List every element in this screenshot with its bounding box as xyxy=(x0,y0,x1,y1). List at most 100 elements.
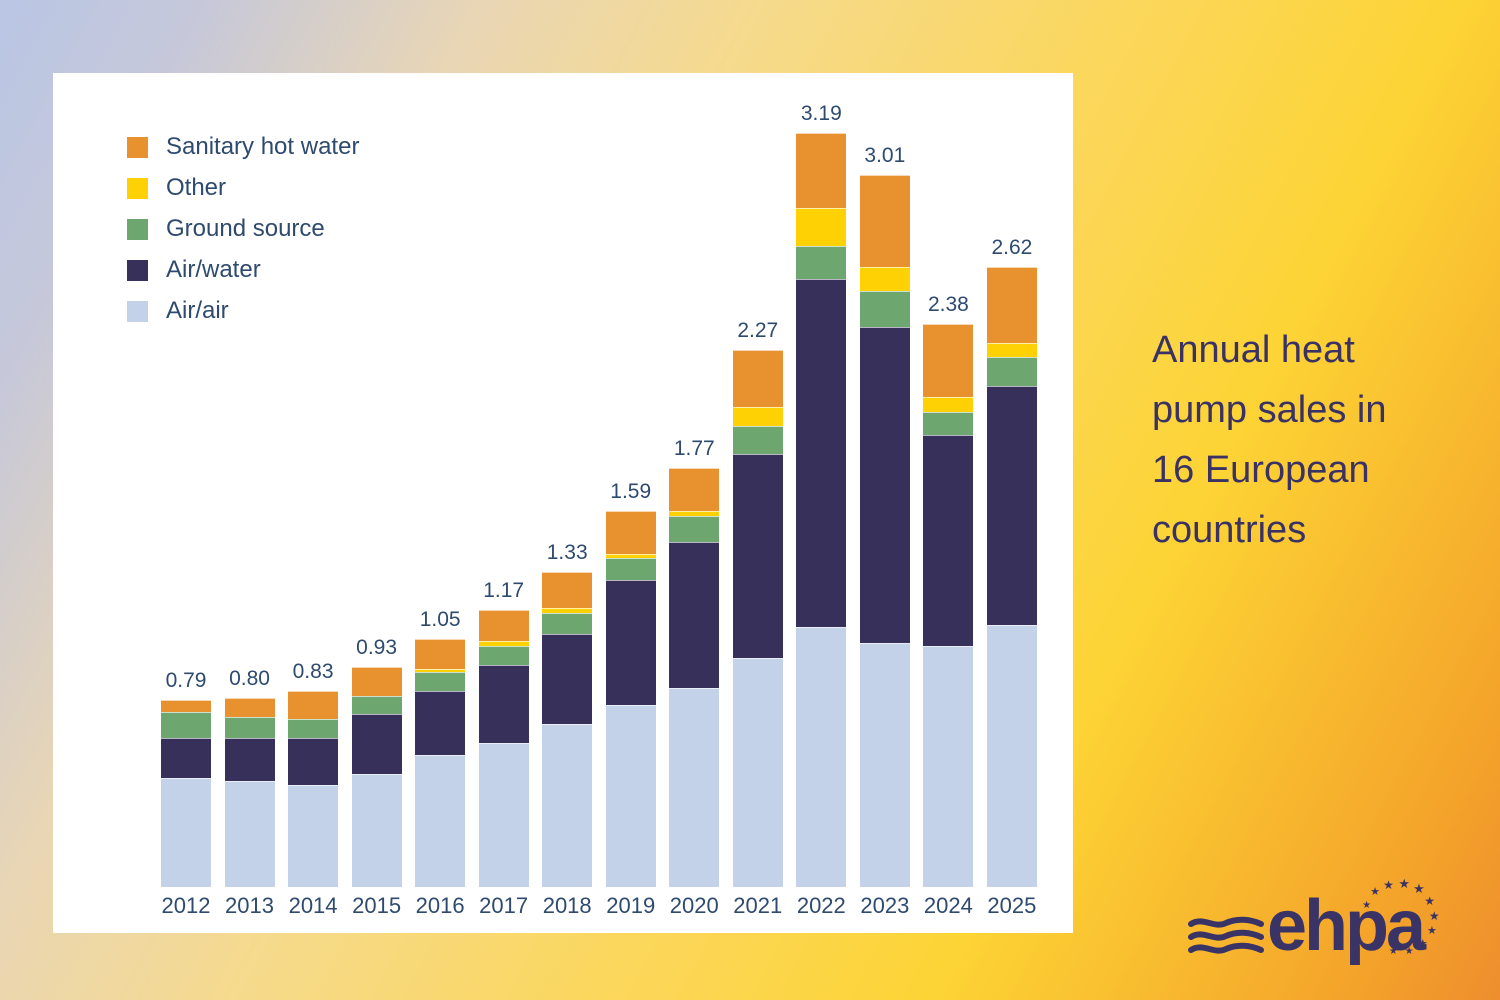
segment-ground-source xyxy=(161,712,211,739)
segment-air-air xyxy=(859,643,910,887)
segment-sanitary-hot-water xyxy=(732,350,783,407)
segment-sanitary-hot-water xyxy=(415,638,466,670)
bar-total-label: 0.93 xyxy=(356,636,398,660)
waves-icon xyxy=(1188,916,1264,954)
bar-2016: 1.05 xyxy=(415,608,466,887)
bar-2021: 2.27 xyxy=(732,319,783,887)
legend-item-air-air: Air/air xyxy=(127,297,359,324)
segment-air-water xyxy=(732,454,783,658)
segment-air-air xyxy=(923,645,974,887)
year-label-2025: 2025 xyxy=(987,893,1037,918)
segment-sanitary-hot-water xyxy=(288,690,339,720)
bar-2020: 1.77 xyxy=(669,437,720,887)
segment-air-water xyxy=(986,385,1037,625)
legend-label: Other xyxy=(166,174,227,201)
segment-air-air xyxy=(415,754,466,887)
bar-2015: 0.93 xyxy=(351,636,402,887)
bar-2023: 3.01 xyxy=(859,144,910,887)
segment-other xyxy=(542,607,593,613)
segment-ground-source xyxy=(732,425,783,455)
segment-other xyxy=(796,208,847,247)
legend-swatch-ground-source xyxy=(127,218,148,240)
segment-sanitary-hot-water xyxy=(605,511,656,554)
legend-item-air-water: Air/water xyxy=(127,256,359,283)
bar-total-label: 1.05 xyxy=(419,607,461,631)
year-label-2023: 2023 xyxy=(860,893,910,918)
segment-air-air xyxy=(351,773,402,887)
bar-2022: 3.19 xyxy=(796,102,847,887)
legend-swatch-sanitary-hot-water xyxy=(127,136,148,158)
segment-air-air xyxy=(986,624,1037,887)
year-label-2020: 2020 xyxy=(669,893,719,918)
year-label-2012: 2012 xyxy=(161,893,211,918)
chart-panel: Sanitary hot water Other Ground source Air/… xyxy=(53,73,1073,933)
segment-air-air xyxy=(669,688,720,887)
segment-air-water xyxy=(542,633,593,724)
year-label-2019: 2019 xyxy=(606,893,656,918)
legend-label: Air/air xyxy=(166,297,229,324)
segment-sanitary-hot-water xyxy=(669,468,720,512)
segment-ground-source xyxy=(415,671,466,691)
star-icon: ★ xyxy=(1398,875,1411,891)
segment-ground-source xyxy=(288,719,339,739)
bar-total-label: 1.59 xyxy=(610,480,652,504)
segment-air-water xyxy=(288,738,339,786)
year-label-2014: 2014 xyxy=(288,893,338,918)
segment-other xyxy=(986,343,1037,358)
segment-sanitary-hot-water xyxy=(224,697,275,717)
eu-stars-icon: ★ ★ ★ ★ ★ ★ ★ ★ ★ ★ ★ xyxy=(1352,870,1448,966)
segment-sanitary-hot-water xyxy=(542,572,593,608)
bar-2025: 2.62 xyxy=(986,236,1037,887)
segment-air-air xyxy=(478,742,529,887)
segment-other xyxy=(923,397,974,412)
segment-sanitary-hot-water xyxy=(478,610,529,642)
year-label-2015: 2015 xyxy=(352,893,402,918)
year-label-2016: 2016 xyxy=(415,893,465,918)
bar-total-label: 3.01 xyxy=(864,144,906,168)
star-icon: ★ xyxy=(1362,900,1372,912)
segment-air-water xyxy=(415,690,466,755)
segment-sanitary-hot-water xyxy=(351,667,402,696)
bar-2017: 1.17 xyxy=(478,579,529,887)
bar-total-label: 0.80 xyxy=(229,666,270,690)
page-title: Annual heat pump sales in 16 European co… xyxy=(1152,329,1387,551)
segment-ground-source xyxy=(986,357,1037,386)
segment-sanitary-hot-water xyxy=(859,175,910,268)
star-icon: ★ xyxy=(1404,945,1414,957)
segment-other xyxy=(669,511,720,516)
segment-ground-source xyxy=(224,716,275,739)
segment-ground-source xyxy=(669,515,720,542)
bar-2014: 0.83 xyxy=(288,660,339,887)
bar-total-label: 2.62 xyxy=(991,236,1033,260)
segment-air-air xyxy=(542,723,593,887)
bar-total-label: 3.19 xyxy=(800,101,842,125)
segment-air-air xyxy=(605,704,656,887)
legend-swatch-air-air xyxy=(127,300,148,322)
year-label-2022: 2022 xyxy=(796,893,846,918)
segment-air-water xyxy=(796,279,847,627)
star-icon: ★ xyxy=(1388,946,1398,958)
segment-ground-source xyxy=(542,612,593,634)
star-icon: ★ xyxy=(1370,886,1381,899)
segment-air-air xyxy=(161,778,211,887)
segment-sanitary-hot-water xyxy=(923,324,974,398)
bar-total-label: 2.38 xyxy=(927,293,969,317)
chart-area: 0.79 0.80 0.83 0.93 1.05 1.17 1.33 1.59 1.77 2.27… xyxy=(161,73,1037,887)
bar-total-label: 0.79 xyxy=(165,669,207,693)
bar-total-label: 1.17 xyxy=(483,579,525,603)
legend-swatch-air-water xyxy=(127,259,148,281)
bar-total-label: 2.27 xyxy=(737,319,779,343)
segment-ground-source xyxy=(478,645,529,665)
year-label-2018: 2018 xyxy=(542,893,592,918)
segment-air-water xyxy=(669,541,720,689)
segment-other xyxy=(478,641,529,646)
segment-ground-source xyxy=(796,246,847,280)
segment-air-air xyxy=(796,626,847,887)
bar-total-label: 1.77 xyxy=(673,437,715,461)
star-icon: ★ xyxy=(1413,881,1425,897)
segment-sanitary-hot-water xyxy=(161,700,211,713)
segment-air-water xyxy=(478,664,529,743)
bars-row: 0.79 0.80 0.83 0.93 1.05 1.17 1.33 1.59 1.77 2.27… xyxy=(161,73,1037,887)
bar-2019: 1.59 xyxy=(605,480,656,887)
